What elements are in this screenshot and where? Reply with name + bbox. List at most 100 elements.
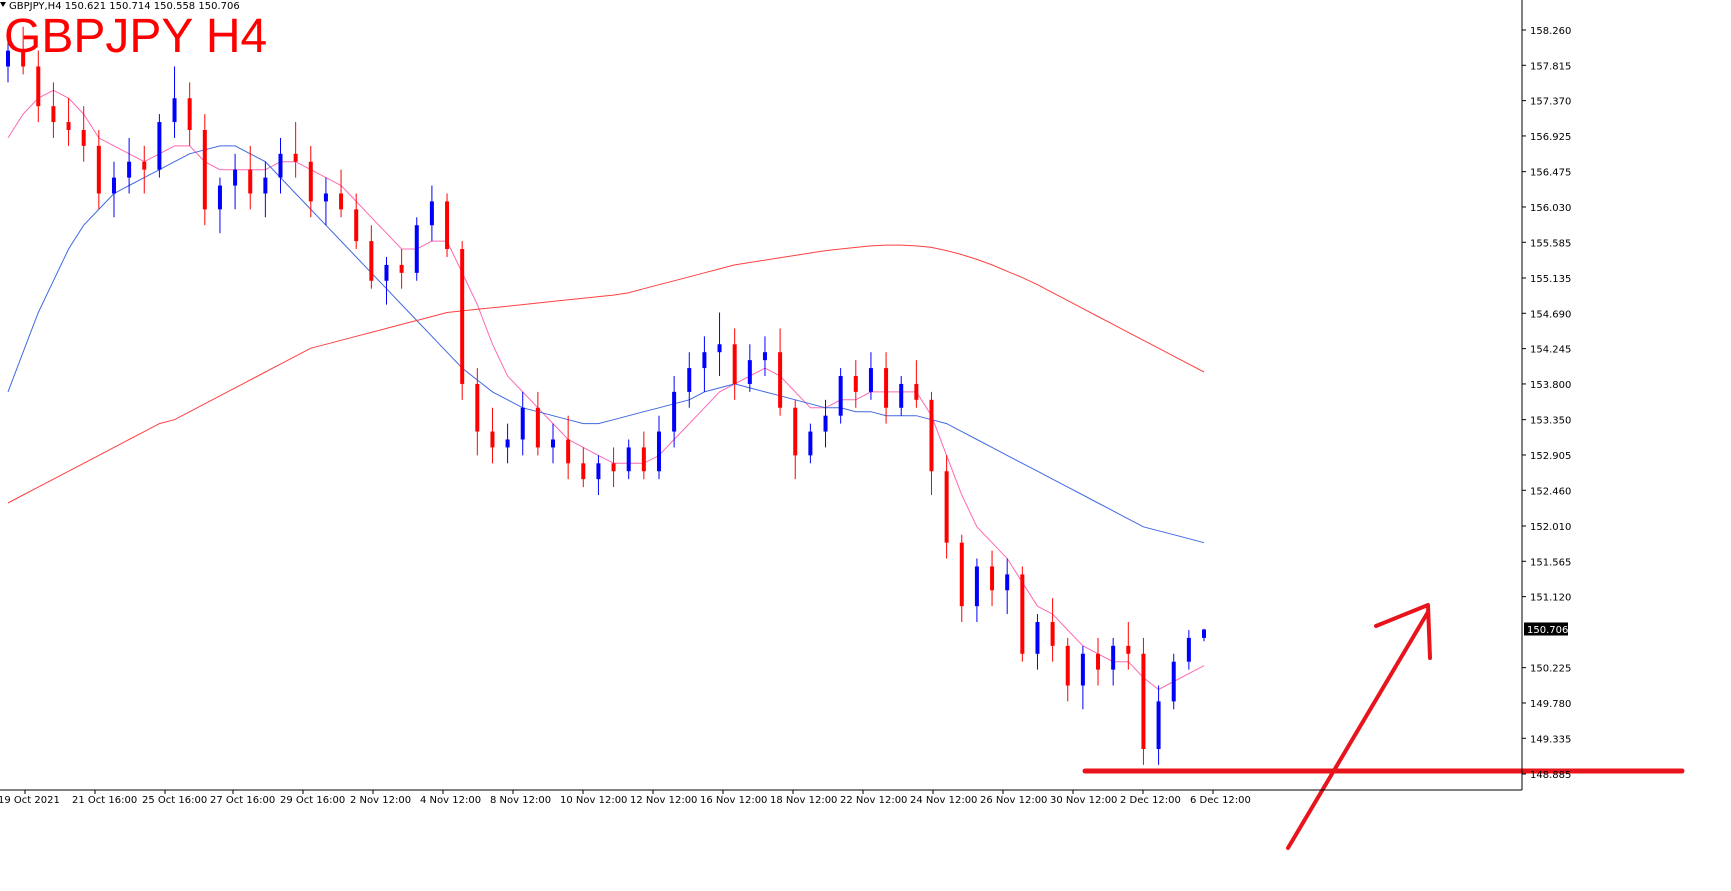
candle-body [596, 463, 601, 480]
candle-body [66, 122, 71, 130]
y-tick-label: 151.565 [1530, 557, 1571, 568]
candle-body [354, 209, 359, 242]
candle [66, 98, 71, 146]
candle-body [414, 225, 419, 273]
candle-body [1171, 661, 1176, 702]
candle-body [445, 201, 450, 250]
candle [36, 50, 41, 123]
x-tick-label: 26 Nov 12:00 [980, 795, 1047, 806]
candle-body [959, 542, 964, 607]
y-tick-label: 157.815 [1530, 61, 1571, 72]
candle [1141, 637, 1146, 765]
candle [263, 161, 268, 218]
candle-body [702, 352, 707, 369]
header: GBPJPY,H4 150.621 150.714 150.558 150.70… [0, 1, 267, 63]
y-tick-label: 154.245 [1530, 345, 1571, 356]
candle-body [944, 471, 949, 543]
candle-body [1111, 645, 1116, 670]
candle [974, 558, 979, 623]
x-tick-label: 2 Dec 12:00 [1120, 795, 1181, 806]
candle [293, 122, 298, 178]
candle-body [1005, 574, 1010, 591]
candle [384, 256, 389, 305]
candle-body [717, 344, 722, 353]
candle [202, 114, 207, 226]
candle-body [566, 439, 571, 464]
candle-body [263, 177, 268, 194]
candle-body [641, 447, 646, 472]
candle-body [1202, 629, 1206, 638]
y-tick-label: 149.335 [1530, 734, 1571, 745]
candle-body [278, 153, 283, 178]
collapse-triangle-icon[interactable] [0, 2, 6, 7]
candle-body [611, 463, 616, 472]
candle-body [142, 161, 147, 170]
candle-body [36, 66, 41, 107]
candle [778, 328, 783, 416]
candle-body [656, 431, 661, 472]
candle [51, 82, 56, 138]
candle [1126, 622, 1131, 670]
candle [717, 312, 722, 377]
y-tick-label: 152.905 [1530, 451, 1571, 462]
candle-body [81, 129, 86, 146]
candle [399, 249, 404, 289]
candle [899, 376, 904, 416]
x-tick-label: 4 Nov 12:00 [420, 795, 481, 806]
candle [566, 415, 571, 480]
candle [475, 368, 480, 456]
candle-body [747, 360, 752, 384]
candle-body [233, 169, 238, 186]
candle [460, 241, 465, 400]
candle-body [1156, 701, 1161, 750]
candle-body [460, 249, 465, 384]
candle [868, 352, 873, 400]
candle [823, 399, 828, 448]
candle-body [990, 566, 995, 591]
y-tick-label: 156.925 [1530, 132, 1571, 143]
candle [369, 225, 374, 289]
candle-body [157, 122, 162, 170]
candle-body [1035, 622, 1040, 654]
x-tick-label: 2 Nov 12:00 [350, 795, 411, 806]
candle-body [1050, 622, 1055, 646]
candle [429, 185, 434, 242]
x-tick-label: 16 Nov 12:00 [700, 795, 767, 806]
candle [308, 145, 313, 218]
candle [6, 34, 10, 83]
candle [96, 129, 101, 210]
candle [551, 423, 556, 464]
candle [641, 431, 646, 480]
candle [1096, 637, 1101, 686]
y-tick-label: 150.225 [1530, 664, 1571, 675]
y-tick-label: 155.135 [1530, 274, 1571, 285]
candle [793, 399, 798, 480]
arrow-up-right-annotation [1286, 603, 1432, 850]
candle-body [384, 264, 389, 281]
candle [990, 550, 995, 607]
candle-body [868, 368, 873, 392]
candle [1156, 685, 1161, 765]
x-tick-label: 6 Dec 12:00 [1190, 795, 1251, 806]
candle [656, 415, 661, 480]
candle [339, 169, 344, 218]
candle [1005, 558, 1010, 615]
candle [111, 161, 116, 218]
x-tick-label: 27 Oct 16:00 [210, 795, 275, 806]
candle-body [626, 447, 631, 472]
candle-body [687, 368, 692, 392]
candle [505, 423, 510, 464]
candle-body [187, 98, 192, 130]
candle [1202, 628, 1206, 642]
candle-body [672, 391, 677, 432]
candle [157, 114, 162, 178]
axes: 158.260 157.815 157.370 156.925 156.475 156.0… [0, 0, 1571, 806]
candle-body [217, 185, 222, 210]
candle-body [293, 153, 298, 162]
candle-body [853, 376, 858, 392]
candle [1111, 637, 1116, 686]
symbol-info-line: GBPJPY,H4 150.621 150.714 150.558 150.70… [9, 1, 240, 12]
candle [172, 66, 177, 138]
candle-body [1080, 653, 1085, 686]
candle [217, 177, 222, 234]
